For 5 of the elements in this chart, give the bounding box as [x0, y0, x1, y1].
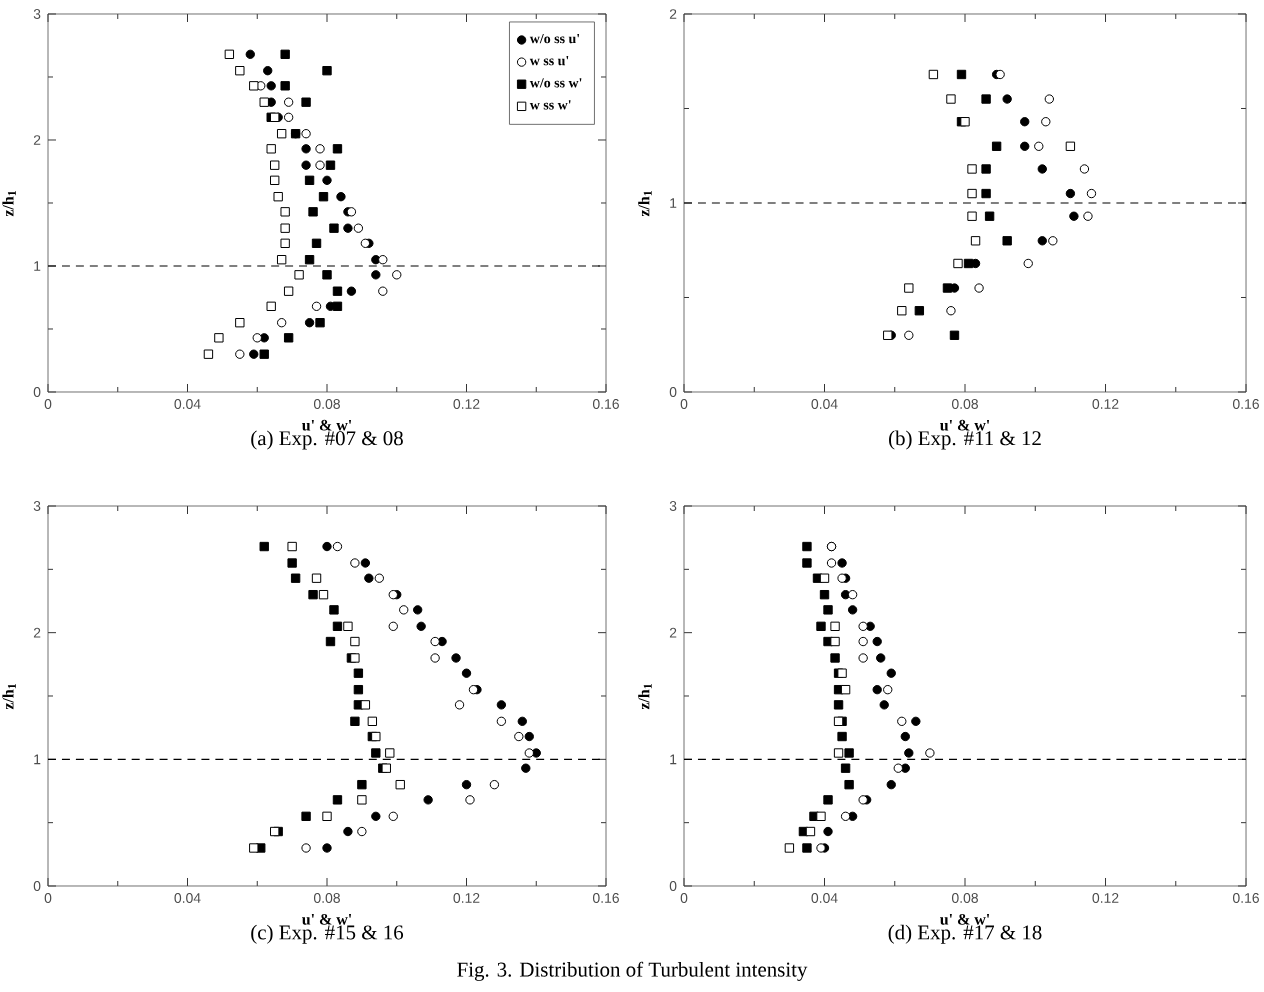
caption: Fig. 3. Distribution of Turbulent intensity — [457, 961, 808, 981]
text: (b) Exp. #11 & 12 — [889, 430, 1041, 450]
text: (c) Exp. #15 & 16 — [251, 924, 404, 944]
text: (d) Exp. #17 & 18 — [888, 924, 1042, 944]
text: (a) Exp. #07 & 08 — [251, 430, 403, 450]
